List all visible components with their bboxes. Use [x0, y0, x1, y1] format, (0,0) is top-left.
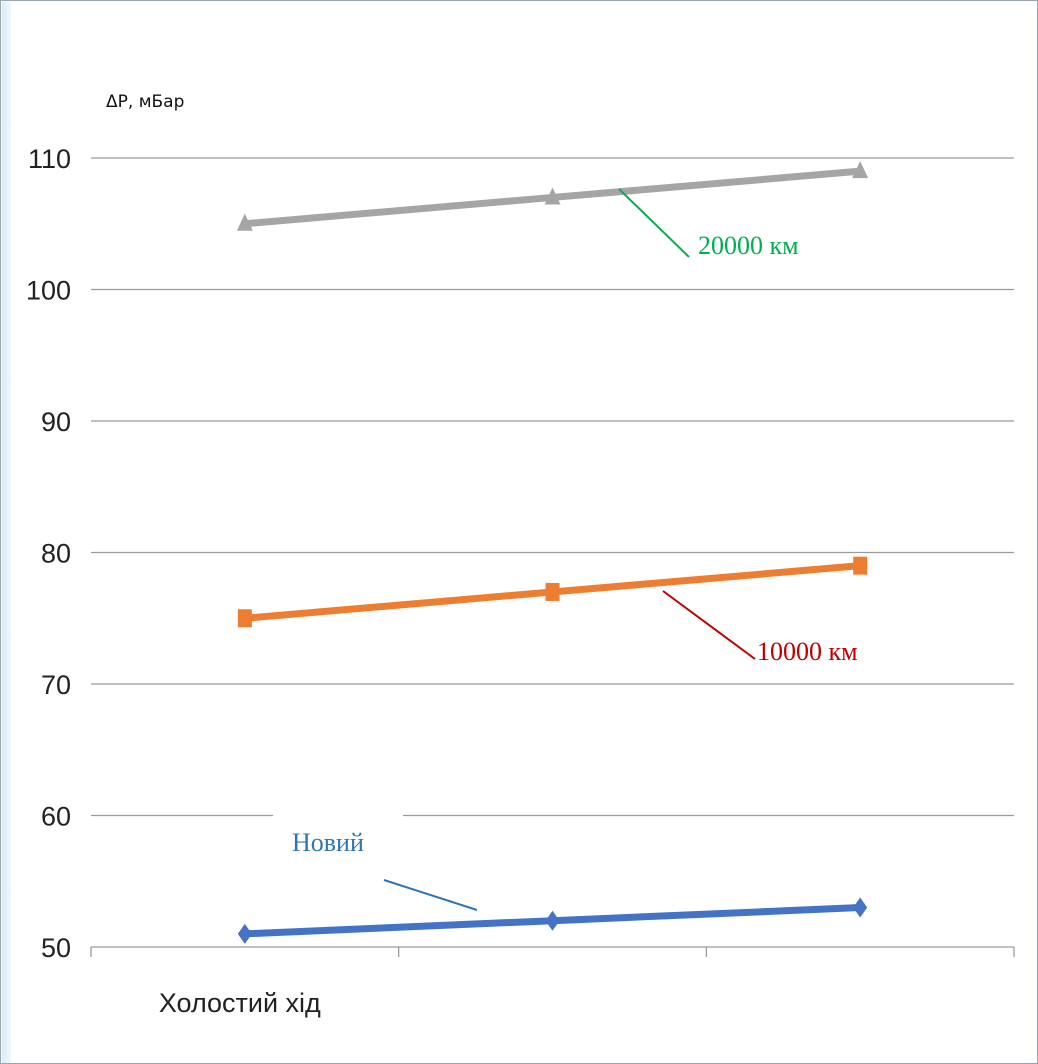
annotation-leader-line [618, 188, 690, 258]
data-point-triangle [544, 187, 561, 205]
data-point-triangle [236, 213, 253, 231]
series-label: 20000 км [698, 231, 799, 260]
y-tick-label: 50 [41, 933, 71, 963]
x-tick-label: Холостий хід [159, 988, 321, 1018]
y-tick-label: 60 [41, 802, 71, 832]
data-point-triangle [852, 161, 869, 179]
gridline-gap [273, 810, 403, 821]
data-point-square [545, 582, 560, 601]
y-tick-label: 90 [41, 407, 71, 437]
series-group [236, 161, 869, 944]
axes [90, 946, 1015, 957]
y-tick-label: 100 [26, 276, 71, 306]
series-annotations: Новий 10000 км 20000 км [292, 188, 858, 911]
data-point-square [237, 609, 252, 628]
series-label: 10000 км [757, 637, 858, 666]
x-tick-labels: Холостий хід [159, 988, 321, 1018]
y-axis-label: ΔР, мБар [106, 92, 184, 112]
data-point-diamond [853, 897, 868, 918]
data-point-square [853, 556, 868, 575]
annotation-leader-line [662, 590, 756, 660]
y-tick-label: 80 [41, 539, 71, 569]
left-border-strip [2, 2, 11, 1063]
y-tick-label: 70 [41, 670, 71, 700]
data-point-diamond [237, 923, 252, 944]
series-label: Новий [292, 828, 364, 857]
y-tick-label: 110 [28, 144, 71, 174]
annotation-leader-line [383, 879, 478, 911]
y-tick-labels: 50 60 70 80 90 100 110 [26, 144, 71, 963]
gridlines [91, 157, 1014, 821]
data-point-diamond [545, 910, 560, 931]
